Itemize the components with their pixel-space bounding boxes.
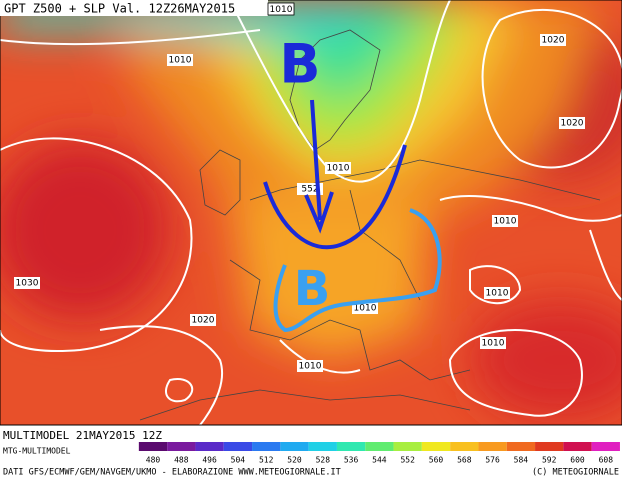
colorbar-swatch bbox=[308, 442, 337, 451]
colorbar-swatch bbox=[280, 442, 309, 451]
colorbar-label: 560 bbox=[429, 456, 444, 465]
trough-line bbox=[263, 144, 407, 250]
colorbar-label: 504 bbox=[231, 456, 246, 465]
colorbar-label: 512 bbox=[259, 456, 274, 465]
isobar-label: 1020 bbox=[192, 316, 215, 326]
annotations: B B bbox=[263, 33, 442, 333]
arrow bbox=[304, 99, 334, 234]
colorbar-label: 592 bbox=[542, 456, 557, 465]
colorbar-swatch bbox=[365, 442, 394, 451]
isobar-label: 1010 bbox=[486, 289, 509, 299]
isobar-label: 1010 bbox=[354, 304, 377, 314]
cutoff-line bbox=[273, 208, 442, 333]
colorbar-swatch bbox=[167, 442, 196, 451]
low-label: B bbox=[279, 33, 320, 96]
coastlines bbox=[139, 29, 601, 421]
colorbar-swatch bbox=[421, 442, 451, 451]
colorbar-label: 480 bbox=[146, 456, 161, 465]
title: GPT Z500 + SLP Val. 12Z26MAY2015 bbox=[4, 2, 235, 16]
isobar-label: 1010 bbox=[327, 164, 350, 174]
colorbar-swatch bbox=[563, 442, 592, 451]
colorbar-swatch bbox=[478, 442, 507, 451]
isobar-labels: 1010 1020 1020 1010 552 1010 1030 1020 1010 1010 1… bbox=[14, 34, 585, 372]
colorbar-label: 568 bbox=[457, 456, 472, 465]
isobar-label-bg bbox=[14, 277, 40, 289]
model-name: MTG-MULTIMODEL bbox=[3, 447, 71, 456]
colorbar-swatch bbox=[393, 442, 422, 451]
colorbar-swatch bbox=[252, 442, 281, 451]
isobar-label-bg bbox=[480, 337, 506, 349]
colorbar-label: 576 bbox=[485, 456, 500, 465]
colorbar-label: 536 bbox=[344, 456, 359, 465]
colorbar-swatch bbox=[450, 442, 479, 451]
low-label: B bbox=[294, 261, 331, 317]
title-box bbox=[0, 0, 268, 16]
isobar-label-bg bbox=[484, 287, 510, 299]
isobar-label: 1020 bbox=[561, 119, 584, 129]
map: 1010 1020 1020 1010 552 1010 1030 1020 1010 1010 1… bbox=[0, 0, 622, 425]
isobar-label: 1010 bbox=[169, 56, 192, 66]
colorbar-swatch bbox=[138, 442, 168, 451]
colorbar-swatch bbox=[591, 442, 620, 451]
colorbar-label: 488 bbox=[174, 456, 189, 465]
isobar-label: 552 bbox=[301, 185, 318, 195]
isobar-label: 1010 bbox=[482, 339, 505, 349]
isobar-label: 1020 bbox=[542, 36, 565, 46]
credits: DATI GFS/ECMWF/GEM/NAVGEM/UKMO - ELABORA… bbox=[3, 468, 341, 478]
boxed-label-frame bbox=[267, 2, 295, 16]
colorbar-label: 520 bbox=[287, 456, 302, 465]
colorbar-swatch bbox=[195, 442, 224, 451]
map-frame bbox=[0, 0, 622, 426]
isobar-label-bg bbox=[540, 34, 566, 46]
boxed-label: 1010 bbox=[270, 5, 293, 15]
colorbar-label: 608 bbox=[599, 456, 614, 465]
copyright: (C) METEOGIORNALE bbox=[532, 468, 619, 478]
colorbar-label: 600 bbox=[570, 456, 585, 465]
colorbar-label: 528 bbox=[316, 456, 331, 465]
colorbar-swatch bbox=[336, 442, 366, 451]
isobar-label-bg bbox=[325, 162, 351, 174]
colorbar-swatch bbox=[535, 442, 564, 451]
isobar-label: 1010 bbox=[494, 217, 517, 227]
colorbar-label: 552 bbox=[400, 456, 415, 465]
isobar-label-bg bbox=[492, 215, 518, 227]
isobar-label-bg bbox=[352, 302, 378, 314]
isobar-label-bg bbox=[190, 314, 216, 326]
colorbar-swatch bbox=[506, 442, 536, 451]
isobar-label: 1030 bbox=[16, 279, 39, 289]
isobar-label: 1010 bbox=[299, 362, 322, 372]
geopotential-field bbox=[0, 0, 622, 420]
colorbar-label: 584 bbox=[514, 456, 529, 465]
isobar-label-bg bbox=[297, 360, 323, 372]
colorbar: 480 488 496 504 512 520 528 536 544 552 560 568 576 5… bbox=[138, 442, 620, 465]
colorbar-swatch bbox=[223, 442, 253, 451]
colorbar-label: 496 bbox=[202, 456, 217, 465]
isobars bbox=[0, 0, 622, 425]
colorbar-label: 544 bbox=[372, 456, 387, 465]
model-run: MULTIMODEL 21MAY2015 12Z bbox=[3, 429, 162, 442]
isobar-label-bg bbox=[167, 54, 193, 66]
isobar-label-bg bbox=[559, 117, 585, 129]
